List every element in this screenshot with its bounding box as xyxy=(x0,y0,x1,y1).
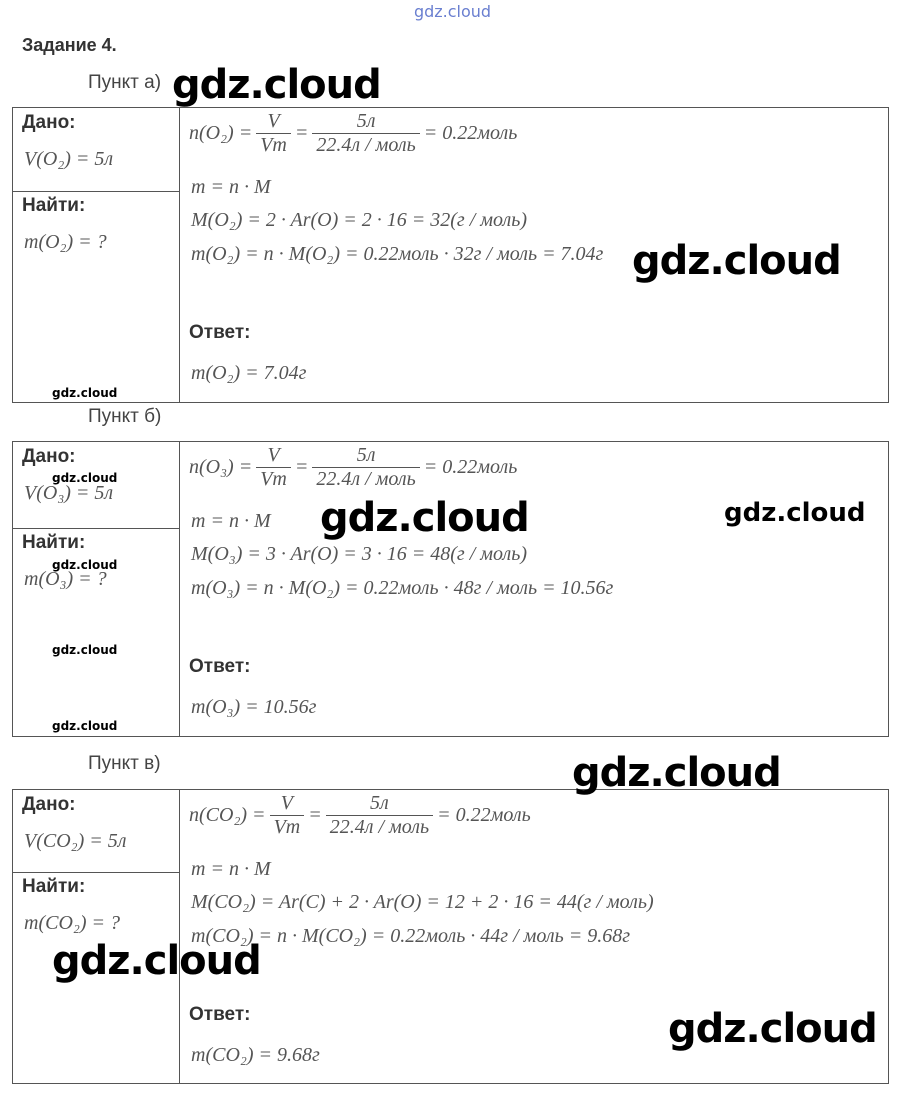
formula-n-lhs: n(CO₂) = xyxy=(189,804,266,826)
denominator: 22.4л / моль xyxy=(312,467,420,491)
solution-block: Дано: V(O₂) = 5л Найти: m(O₂) = ? n(O₂) … xyxy=(12,107,889,403)
given-column: Дано: V(O₃) = 5л Найти: m(O₃) = ? xyxy=(13,442,180,736)
watermark-top: gdz.cloud xyxy=(413,2,492,21)
answer-label: Ответ: xyxy=(189,322,251,343)
formula-n: n(CO₂) = V Vm = 5л 22.4л / моль = 0.22моль xyxy=(189,792,531,839)
watermark: gdz.cloud xyxy=(572,750,782,796)
answer-label: Ответ: xyxy=(189,656,251,677)
numerator: 5л xyxy=(356,110,376,132)
denominator: 22.4л / моль xyxy=(325,815,434,839)
watermark: gdz.cloud xyxy=(52,558,118,572)
find-value: m(CO₂) = ? xyxy=(24,912,120,934)
numerator: 5л xyxy=(356,444,376,466)
find-label: Найти: xyxy=(22,532,86,553)
formula-molar-mass: M(O₂) = 2 · Ar(O) = 2 · 16 = 32(г / моль… xyxy=(191,209,528,231)
watermark: gdz.cloud xyxy=(52,719,118,733)
find-value: m(O₃) = ? xyxy=(24,568,107,590)
formula-mass-result: m(O₃) = n · M(O₂) = 0.22моль · 48г / мол… xyxy=(191,577,614,599)
find-label: Найти: xyxy=(22,195,86,216)
equals: = xyxy=(294,122,309,144)
answer-value: m(O₂) = 7.04г xyxy=(191,362,307,384)
given-label: Дано: xyxy=(22,794,76,815)
fraction-v-vm: V Vm xyxy=(269,792,305,839)
numerator: V xyxy=(267,444,280,466)
formula-n-lhs: n(O₂) = xyxy=(189,122,253,144)
solution-block: Дано: V(CO₂) = 5л Найти: m(CO₂) = ? n(CO… xyxy=(12,789,889,1084)
given-value: V(CO₂) = 5л xyxy=(24,830,127,852)
part-c-label: Пункт в) xyxy=(88,753,161,774)
divider xyxy=(13,872,179,873)
solution-block: Дано: V(O₃) = 5л Найти: m(O₃) = ? n(O₃) … xyxy=(12,441,889,737)
watermark: gdz.cloud xyxy=(320,495,530,541)
fraction-v-vm: V Vm xyxy=(256,110,291,157)
formula-n-result: = 0.22моль xyxy=(423,122,518,144)
numerator: 5л xyxy=(370,792,389,814)
formula-mass: m = n · M xyxy=(191,176,271,198)
fraction-values: 5л 22.4л / моль xyxy=(312,110,420,157)
fraction-values: 5л 22.4л / моль xyxy=(312,444,420,491)
formula-mass: m = n · M xyxy=(191,858,271,880)
denominator: Vm xyxy=(256,467,291,491)
given-value: V(O₃) = 5л xyxy=(24,482,114,504)
given-column: Дано: V(O₂) = 5л Найти: m(O₂) = ? xyxy=(13,108,180,402)
equals: = xyxy=(308,804,322,826)
watermark: gdz.cloud xyxy=(52,386,118,400)
given-label: Дано: xyxy=(22,446,76,467)
divider xyxy=(13,528,179,529)
formula-n: n(O₃) = V Vm = 5л 22.4л / моль = 0.22моль xyxy=(189,444,517,491)
given-value: V(O₂) = 5л xyxy=(24,148,114,170)
equals: = xyxy=(294,456,309,478)
answer-value: m(CO₂) = 9.68г xyxy=(191,1044,320,1066)
fraction-v-vm: V Vm xyxy=(256,444,291,491)
watermark: gdz.cloud xyxy=(724,498,866,528)
watermark: gdz.cloud xyxy=(632,238,842,284)
formula-mass-result: m(O₂) = n · M(O₂) = 0.22моль · 32г / мол… xyxy=(191,243,604,265)
watermark: gdz.cloud xyxy=(52,471,118,485)
given-column: Дано: V(CO₂) = 5л Найти: m(CO₂) = ? xyxy=(13,790,180,1083)
denominator: 22.4л / моль xyxy=(312,133,420,157)
formula-n-lhs: n(O₃) = xyxy=(189,456,253,478)
answer-value: m(O₃) = 10.56г xyxy=(191,696,317,718)
denominator: Vm xyxy=(256,133,291,157)
watermark: gdz.cloud xyxy=(52,938,262,984)
find-value: m(O₂) = ? xyxy=(24,231,107,253)
formula-molar-mass: M(O₃) = 3 · Ar(O) = 3 · 16 = 48(г / моль… xyxy=(191,543,528,565)
answer-label: Ответ: xyxy=(189,1004,251,1025)
formula-molar-mass: M(CO₂) = Ar(C) + 2 · Ar(O) = 12 + 2 · 16… xyxy=(191,891,654,913)
numerator: V xyxy=(280,792,293,814)
fraction-values: 5л 22.4л / моль xyxy=(325,792,434,839)
formula-mass: m = n · M xyxy=(191,510,271,532)
watermark: gdz.cloud xyxy=(668,1006,878,1052)
formula-n-result: = 0.22моль xyxy=(423,456,518,478)
task-title: Задание 4. xyxy=(22,35,117,55)
watermark: gdz.cloud xyxy=(52,643,118,657)
denominator: Vm xyxy=(269,815,305,839)
watermark: gdz.cloud xyxy=(172,62,382,108)
formula-n-result: = 0.22моль xyxy=(437,804,531,826)
part-a-label: Пункт а) xyxy=(88,72,162,93)
formula-n: n(O₂) = V Vm = 5л 22.4л / моль = 0.22моль xyxy=(189,110,517,157)
formula-mass-result: m(CO₂) = n · M(CO₂) = 0.22моль · 44г / м… xyxy=(191,925,631,947)
divider xyxy=(13,191,179,192)
find-label: Найти: xyxy=(22,876,86,897)
given-label: Дано: xyxy=(22,112,76,133)
numerator: V xyxy=(267,110,280,132)
part-b-label: Пункт б) xyxy=(88,406,162,427)
